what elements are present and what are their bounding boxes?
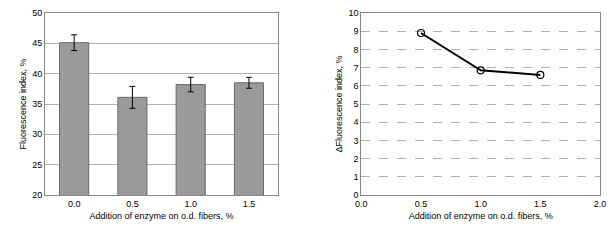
svg-text:1.5: 1.5 xyxy=(243,199,256,209)
svg-text:5: 5 xyxy=(354,99,359,109)
svg-text:Fluorescence index, %: Fluorescence index, % xyxy=(18,58,28,149)
svg-text:35: 35 xyxy=(32,99,42,109)
svg-text:20: 20 xyxy=(32,190,42,200)
svg-text:1.5: 1.5 xyxy=(534,199,547,209)
svg-text:4: 4 xyxy=(354,117,359,127)
svg-text:8: 8 xyxy=(354,45,359,55)
svg-text:ΔFluorescence index, %: ΔFluorescence index, % xyxy=(334,55,344,152)
svg-text:7: 7 xyxy=(354,63,359,73)
svg-text:40: 40 xyxy=(32,69,42,79)
svg-text:2.0: 2.0 xyxy=(594,199,607,209)
svg-text:Addition of enzyme on o.d. fib: Addition of enzyme on o.d. fibers, % xyxy=(409,211,553,221)
svg-text:0: 0 xyxy=(354,190,359,200)
svg-text:30: 30 xyxy=(32,129,42,139)
svg-text:1.0: 1.0 xyxy=(474,199,487,209)
svg-text:Addition of enzyme on o.d. fib: Addition of enzyme on o.d. fibers, % xyxy=(90,211,234,221)
svg-text:2: 2 xyxy=(354,154,359,164)
svg-text:50: 50 xyxy=(32,8,42,18)
svg-text:45: 45 xyxy=(32,38,42,48)
svg-text:0.0: 0.0 xyxy=(355,199,368,209)
svg-text:6: 6 xyxy=(354,81,359,91)
svg-text:25: 25 xyxy=(32,160,42,170)
svg-text:9: 9 xyxy=(354,26,359,36)
svg-text:1: 1 xyxy=(354,172,359,182)
svg-text:0.5: 0.5 xyxy=(126,199,139,209)
svg-text:10: 10 xyxy=(349,8,359,18)
svg-text:0.5: 0.5 xyxy=(415,199,428,209)
svg-text:0.0: 0.0 xyxy=(68,199,81,209)
svg-text:3: 3 xyxy=(354,136,359,146)
svg-text:1.0: 1.0 xyxy=(184,199,197,209)
